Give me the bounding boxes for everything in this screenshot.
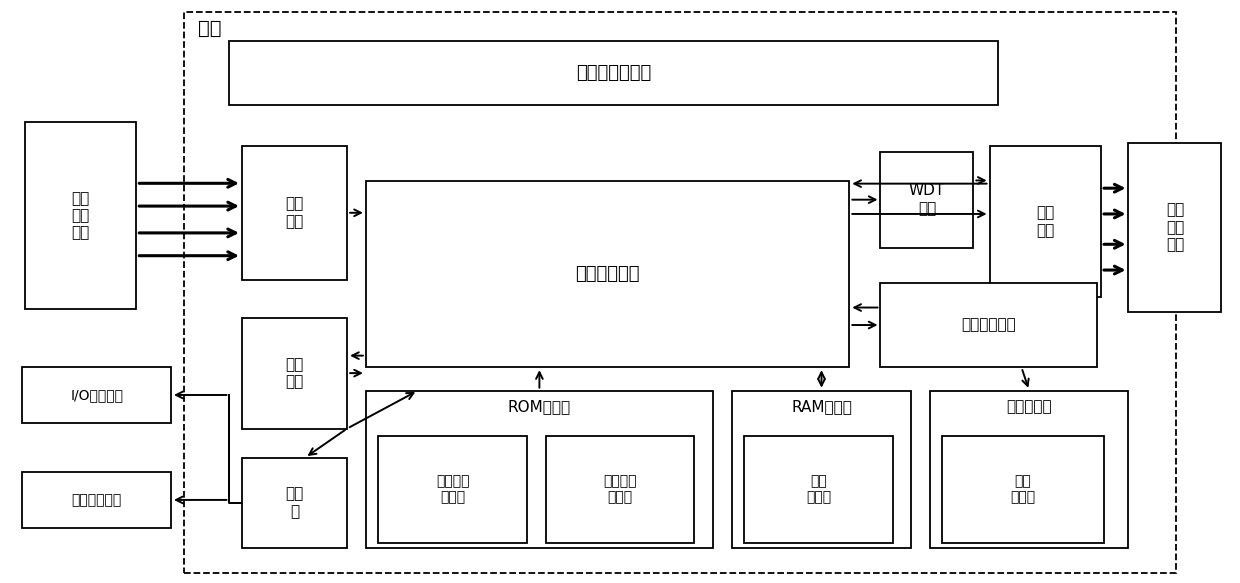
Text: 用户
输出
设备: 用户 输出 设备 <box>1166 202 1184 252</box>
Text: 扩展存储器: 扩展存储器 <box>1007 399 1052 415</box>
Text: I/O扩展单元: I/O扩展单元 <box>71 388 123 402</box>
Text: 中央处理单元: 中央处理单元 <box>575 265 640 283</box>
Bar <box>25 122 136 309</box>
Text: RAM存储器: RAM存储器 <box>791 399 852 415</box>
Bar <box>366 391 713 548</box>
Text: WDT
监控: WDT 监控 <box>909 184 945 216</box>
Text: 用户
输入
设备: 用户 输入 设备 <box>72 191 89 241</box>
Text: 输出
单元: 输出 单元 <box>1037 205 1054 238</box>
Text: 用户程序
存储器: 用户程序 存储器 <box>603 475 637 504</box>
Bar <box>378 436 527 543</box>
Text: ROM存储器: ROM存储器 <box>508 399 570 415</box>
Bar <box>366 181 849 367</box>
Bar <box>930 391 1128 548</box>
Bar <box>242 146 347 280</box>
Text: 变量
存储器: 变量 存储器 <box>806 475 831 504</box>
Bar <box>242 318 347 429</box>
Text: 远程通讯单元: 远程通讯单元 <box>961 318 1017 332</box>
Text: 系统程序
存储器: 系统程序 存储器 <box>435 475 470 504</box>
Text: 特殊功能单元: 特殊功能单元 <box>72 493 122 507</box>
Text: 输入
单元: 输入 单元 <box>285 196 304 229</box>
Bar <box>242 458 347 548</box>
Bar <box>546 436 694 543</box>
Bar <box>744 436 893 543</box>
Bar <box>22 367 171 423</box>
Bar <box>22 472 171 528</box>
Text: 电源及电源监控: 电源及电源监控 <box>577 64 651 82</box>
Text: 主机: 主机 <box>198 19 222 38</box>
Text: 扩展
口: 扩展 口 <box>285 487 304 519</box>
Bar <box>942 436 1104 543</box>
Bar <box>229 41 998 105</box>
Bar <box>184 12 1176 573</box>
Bar <box>990 146 1101 297</box>
Text: 数据
存储器: 数据 存储器 <box>1011 475 1035 504</box>
Bar <box>880 283 1097 367</box>
Text: 总线
接口: 总线 接口 <box>285 357 304 389</box>
Bar <box>880 152 973 248</box>
Bar <box>732 391 911 548</box>
Bar <box>1128 143 1221 312</box>
